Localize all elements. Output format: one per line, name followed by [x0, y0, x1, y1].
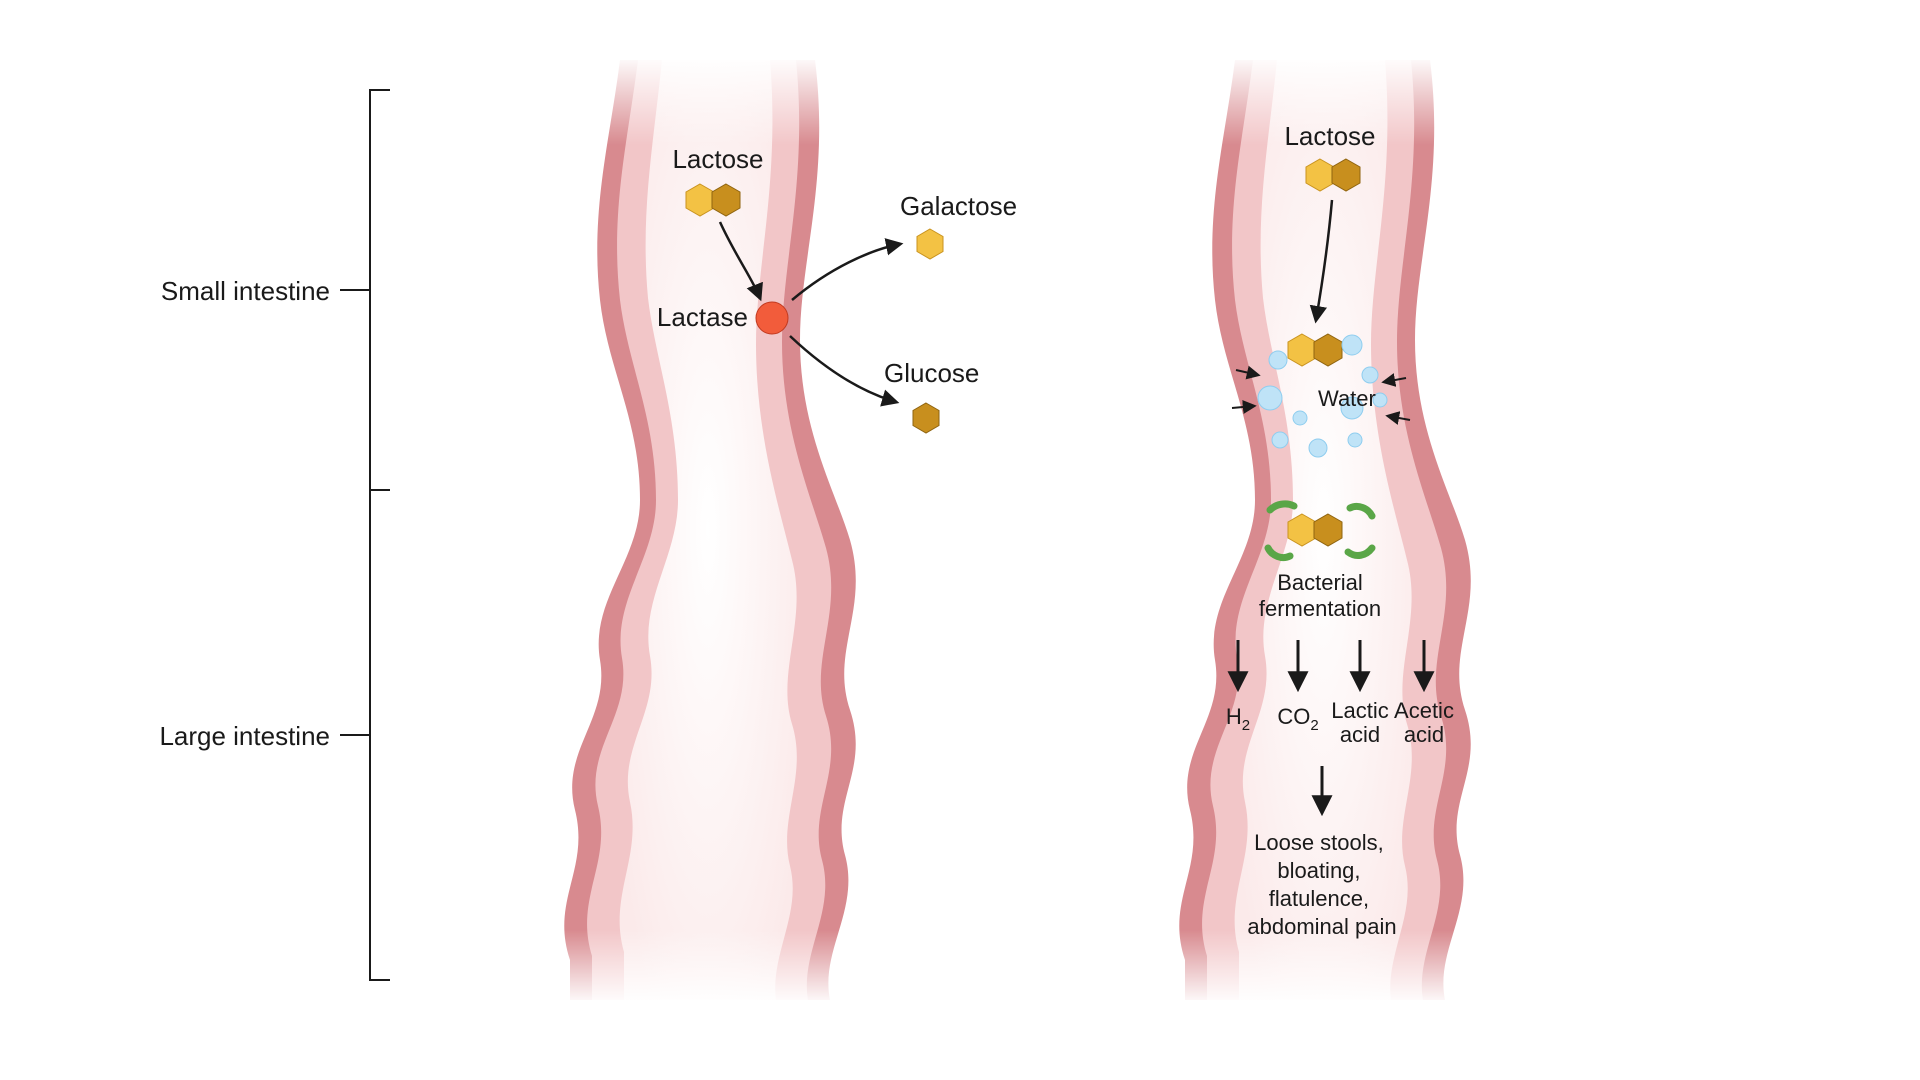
arrow-to-glucose [790, 336, 896, 402]
diagram-root: Small intestine Large intestine Lactose … [0, 0, 1920, 1080]
glucose-label: Glucose [884, 358, 979, 388]
lactase-enzyme [756, 302, 788, 334]
lactase-label: Lactase [657, 302, 748, 332]
section-brackets [340, 90, 390, 980]
lactic-acid-label: Lacticacid [1331, 698, 1388, 747]
lactose-label-right: Lactose [1284, 121, 1375, 151]
water-label: Water [1318, 386, 1376, 411]
lactose-label-left: Lactose [672, 144, 763, 174]
large-intestine-label: Large intestine [159, 721, 330, 751]
glucose-hex [913, 403, 939, 433]
galactose-label: Galactose [900, 191, 1017, 221]
galactose-hex [917, 229, 943, 259]
small-intestine-label: Small intestine [161, 276, 330, 306]
arrow-to-galactose [792, 244, 900, 300]
